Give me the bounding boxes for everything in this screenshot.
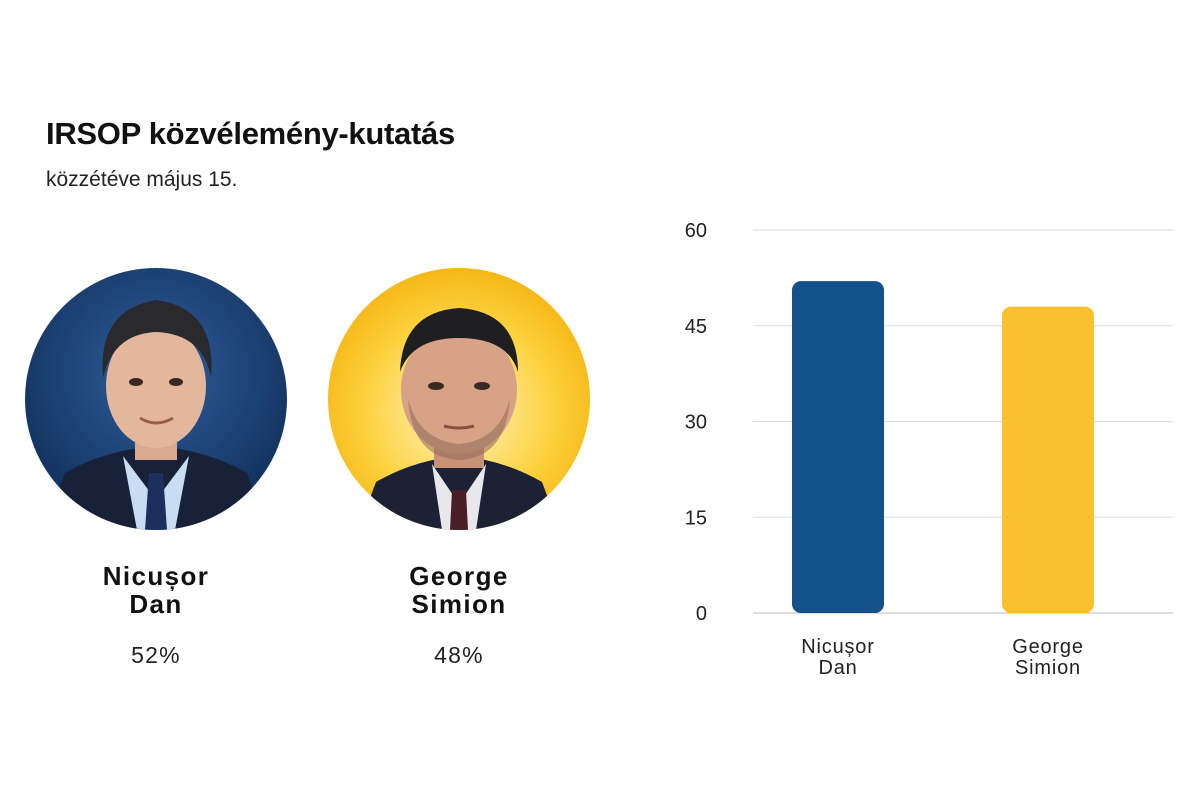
- x-category-label: Nicușor Dan: [801, 636, 874, 679]
- candidate-percent: 52%: [131, 642, 181, 668]
- bar: [792, 281, 884, 613]
- x-category-label: George Simion: [1012, 636, 1084, 679]
- y-tick-label: 45: [685, 316, 707, 338]
- candidate-name: George Simion: [409, 561, 509, 619]
- y-tick-label: 0: [696, 603, 707, 625]
- candidate-photo-simion: [328, 268, 590, 530]
- poll-bar-chart: 0 15 30 45 60 Nicușor Dan George Simion: [660, 205, 1190, 695]
- y-tick-label: 60: [685, 220, 707, 242]
- page-subtitle: közzétéve május 15.: [46, 168, 238, 191]
- y-tick-label: 15: [685, 507, 707, 529]
- page-title: IRSOP közvélemény-kutatás: [46, 116, 455, 151]
- chart-canvas: 0 15 30 45 60 Nicușor Dan George Simion: [685, 220, 1173, 679]
- candidate-percent: 48%: [434, 642, 484, 668]
- y-tick-label: 30: [685, 412, 707, 434]
- candidate-card-simion: George Simion 48%: [327, 268, 591, 669]
- candidate-name: Nicușor Dan: [102, 561, 210, 619]
- bar: [1002, 306, 1094, 613]
- candidate-photo-dan: [25, 268, 287, 530]
- candidate-card-dan: Nicușor Dan 52%: [24, 268, 288, 669]
